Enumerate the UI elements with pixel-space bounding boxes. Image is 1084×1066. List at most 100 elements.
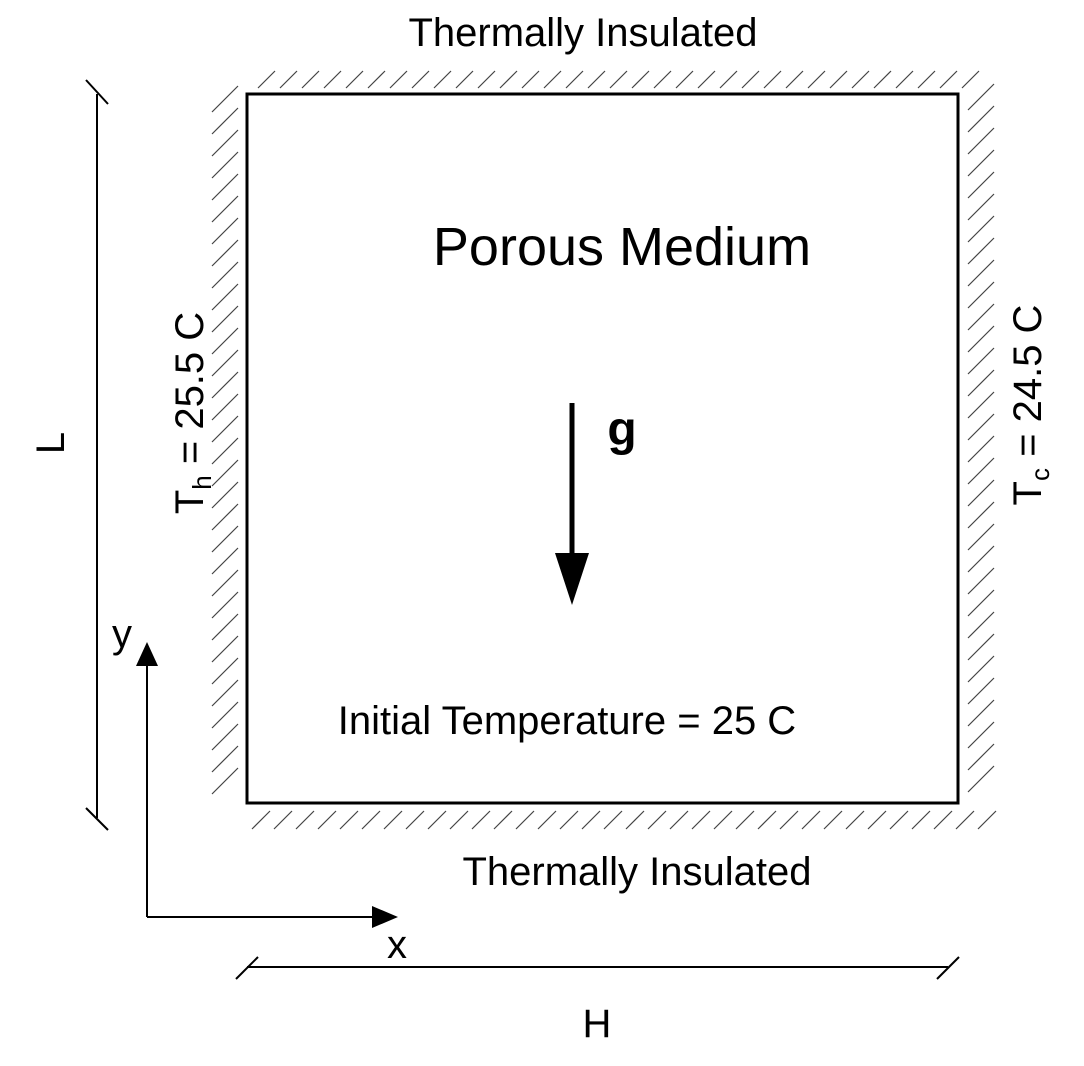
hatch-mark [367, 70, 386, 89]
hot-wall-T-subscript: h [187, 475, 217, 489]
hatch-mark [967, 127, 995, 155]
top-boundary-label: Thermally Insulated [408, 11, 757, 55]
hatch-mark [211, 701, 239, 729]
hatch-mark [955, 810, 975, 830]
hatch-mark [801, 810, 821, 830]
hatch-mark [211, 525, 239, 553]
hatch-mark [565, 70, 584, 89]
hatch-mark [967, 105, 995, 133]
hatch-mark [961, 70, 980, 89]
hatch-mark [587, 70, 606, 89]
hatch-mark [211, 151, 239, 179]
hatch-mark [211, 173, 239, 201]
hatch-mark [211, 415, 239, 443]
hatch-mark [967, 501, 995, 529]
hatch-mark [211, 437, 239, 465]
hatch-mark [967, 479, 995, 507]
hot-wall-T-symbol: T [168, 490, 212, 514]
hatch-mark [301, 70, 320, 89]
hatch-mark [211, 283, 239, 311]
hatch-mark [967, 655, 995, 683]
hatch-mark [603, 810, 623, 830]
hatch-mark [967, 677, 995, 705]
hatch-mark [967, 149, 995, 177]
hatch-mark [499, 70, 518, 89]
hatch-mark [967, 369, 995, 397]
hatch-mark [967, 171, 995, 199]
hatch-mark [889, 810, 909, 830]
hatch-mark [647, 810, 667, 830]
hatch-mark [279, 70, 298, 89]
hatch-mark [433, 70, 452, 89]
hatch-mark [967, 237, 995, 265]
hatch-mark [521, 70, 540, 89]
hatch-mark [211, 767, 239, 795]
hot-wall-temperature-label: Th = 25.5 C [168, 312, 217, 514]
hatch-mark [559, 810, 579, 830]
left-wall-hatching [211, 85, 239, 795]
hatch-mark [967, 545, 995, 573]
hatch-mark [211, 327, 239, 355]
hatch-mark [211, 745, 239, 773]
hatch-mark [211, 393, 239, 421]
hatch-mark [967, 457, 995, 485]
hatch-mark [211, 679, 239, 707]
hatch-mark [967, 259, 995, 287]
bottom-wall-hatching [251, 810, 997, 830]
coordinate-axes [136, 642, 398, 928]
hatch-mark [257, 70, 276, 89]
hatch-mark [405, 810, 425, 830]
hatch-mark [719, 70, 738, 89]
hatch-mark [967, 567, 995, 595]
hatch-mark [211, 657, 239, 685]
hatch-mark [911, 810, 931, 830]
hatch-mark [691, 810, 711, 830]
hatch-mark [807, 70, 826, 89]
cold-wall-temperature-label: Tc = 24.5 C [1006, 305, 1055, 506]
hatch-mark [455, 70, 474, 89]
bottom-boundary-label: Thermally Insulated [462, 850, 811, 894]
hatch-mark [977, 810, 997, 830]
hatch-mark [967, 743, 995, 771]
hatch-mark [967, 699, 995, 727]
hatch-mark [779, 810, 799, 830]
hatch-mark [675, 70, 694, 89]
top-wall-hatching [257, 70, 980, 89]
hatch-mark [967, 413, 995, 441]
initial-temperature-label: Initial Temperature = 25 C [338, 699, 796, 743]
hatch-mark [211, 305, 239, 333]
hatch-mark [713, 810, 733, 830]
hatch-mark [411, 70, 430, 89]
x-axis-arrowhead [372, 906, 398, 928]
height-dimension-line [85, 79, 109, 831]
hatch-mark [967, 523, 995, 551]
hatch-mark [471, 810, 491, 830]
hatch-mark [917, 70, 936, 89]
hatch-mark [757, 810, 777, 830]
hatch-mark [323, 70, 342, 89]
hatch-mark [427, 810, 447, 830]
hatch-mark [211, 547, 239, 575]
hatch-mark [383, 810, 403, 830]
height-dimension-label: L [29, 432, 73, 454]
hatch-mark [449, 810, 469, 830]
porous-domain-box [245, 92, 960, 805]
hatch-mark [967, 611, 995, 639]
hatch-mark [895, 70, 914, 89]
medium-label: Porous Medium [433, 217, 811, 277]
hatch-mark [967, 435, 995, 463]
hatch-mark [477, 70, 496, 89]
hatch-mark [967, 721, 995, 749]
hatch-mark [669, 810, 689, 830]
hatch-mark [741, 70, 760, 89]
hatch-mark [211, 129, 239, 157]
right-wall-hatching [967, 83, 995, 793]
hatch-mark [939, 70, 958, 89]
hatch-mark [295, 810, 315, 830]
hatch-mark [823, 810, 843, 830]
hatch-mark [211, 239, 239, 267]
hatch-mark [251, 810, 271, 830]
cold-wall-T-value: = 24.5 C [1006, 305, 1050, 468]
